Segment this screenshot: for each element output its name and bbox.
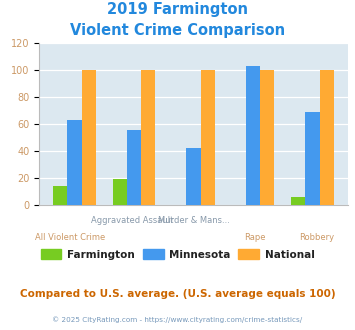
Text: All Violent Crime: All Violent Crime	[35, 233, 105, 242]
Bar	[53, 186, 67, 205]
Text: Compared to U.S. average. (U.S. average equals 100): Compared to U.S. average. (U.S. average …	[20, 289, 335, 299]
Bar	[141, 70, 155, 205]
Bar	[82, 70, 96, 205]
Bar	[201, 70, 215, 205]
Text: Violent Crime Comparison: Violent Crime Comparison	[70, 23, 285, 38]
Bar	[113, 179, 127, 205]
Bar	[186, 148, 201, 205]
Bar	[260, 70, 274, 205]
Bar	[67, 120, 82, 205]
Bar	[246, 66, 260, 205]
Text: Murder & Mans...: Murder & Mans...	[158, 216, 229, 225]
Text: Robbery: Robbery	[300, 233, 334, 242]
Text: Rape: Rape	[245, 233, 266, 242]
Text: © 2025 CityRating.com - https://www.cityrating.com/crime-statistics/: © 2025 CityRating.com - https://www.city…	[53, 317, 302, 323]
Text: Aggravated Assault: Aggravated Assault	[91, 216, 173, 225]
Bar	[320, 70, 334, 205]
Bar	[127, 130, 141, 205]
Bar	[305, 112, 320, 205]
Bar	[291, 196, 305, 205]
Text: 2019 Farmington: 2019 Farmington	[107, 2, 248, 16]
Legend: Farmington, Minnesota, National: Farmington, Minnesota, National	[37, 245, 318, 264]
